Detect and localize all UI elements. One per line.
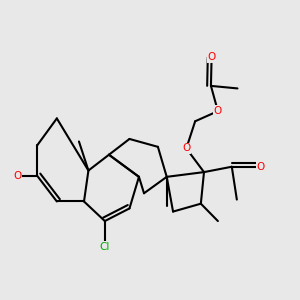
Text: Cl: Cl xyxy=(100,242,110,252)
Text: O: O xyxy=(257,162,265,172)
Text: O: O xyxy=(182,143,190,153)
Text: O: O xyxy=(214,106,222,116)
Text: O: O xyxy=(13,171,22,181)
Text: O: O xyxy=(208,52,216,62)
